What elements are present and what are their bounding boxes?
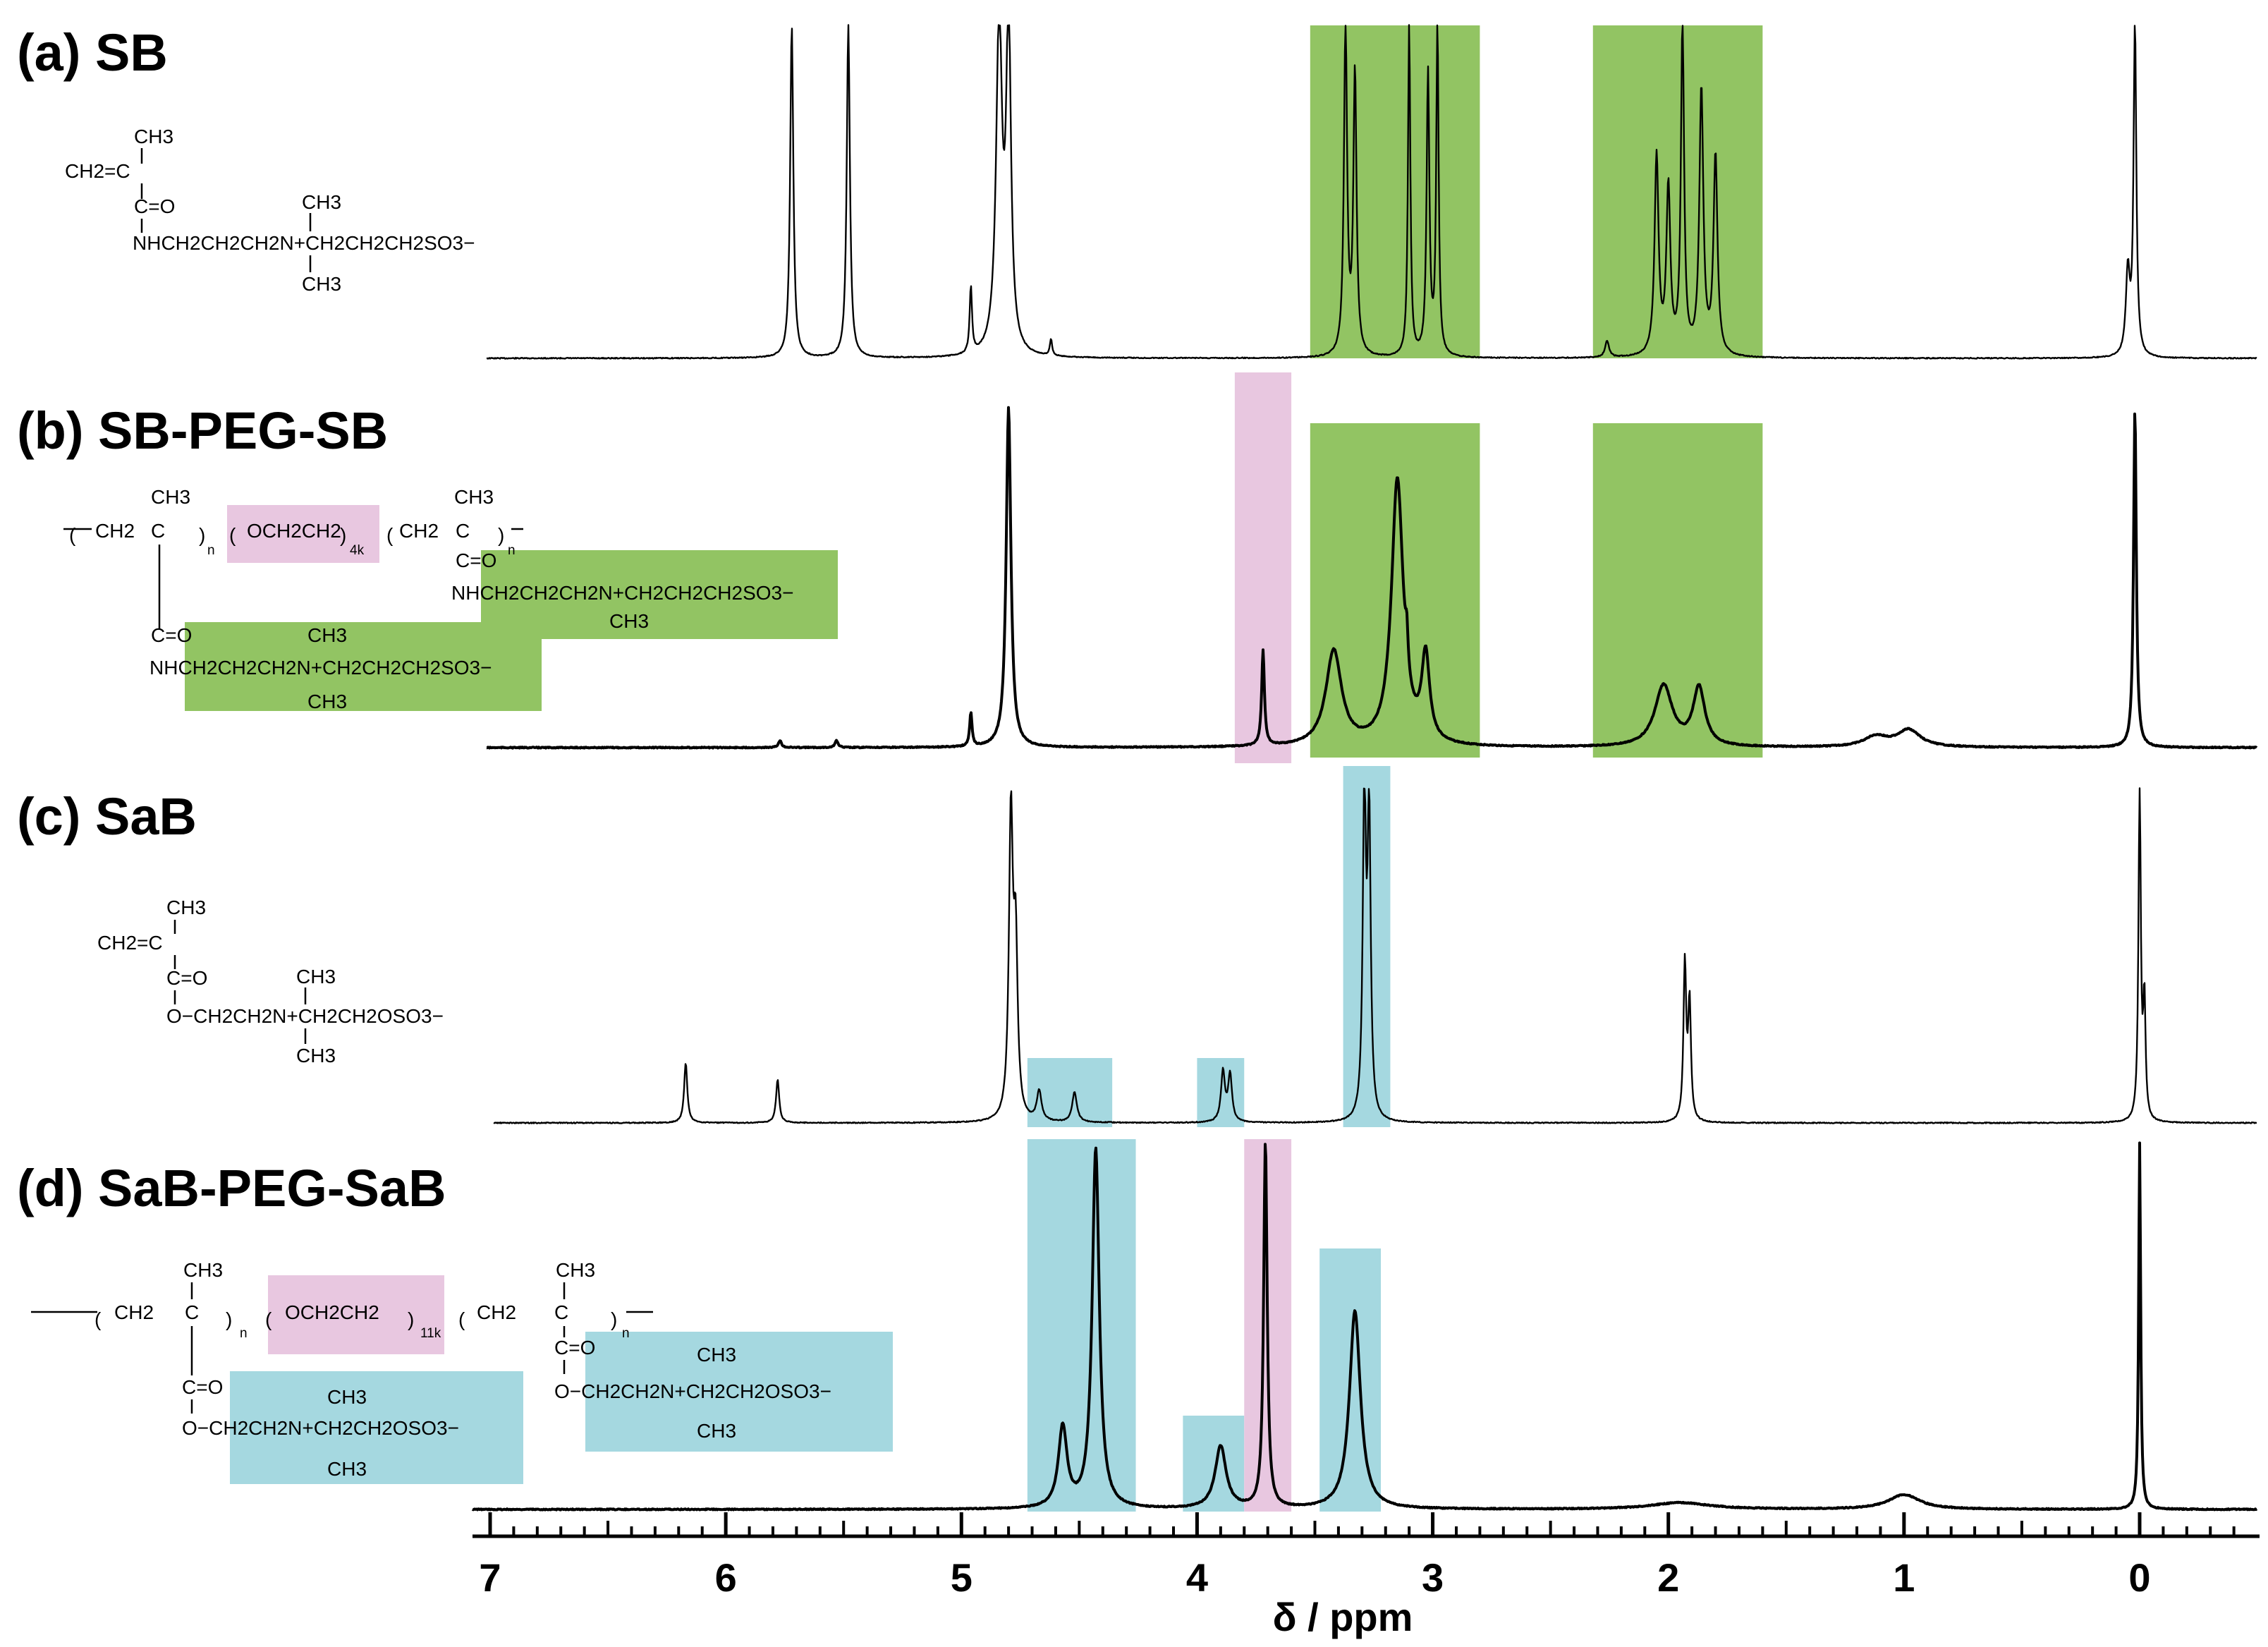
chem-text: CH3	[166, 897, 206, 918]
chem-text: NHCH2CH2CH2N+CH2CH2CH2SO3−	[133, 232, 475, 254]
chem-text: CH2=C	[97, 932, 163, 954]
chem-text: (	[458, 1308, 465, 1330]
chem-text: C=O	[151, 624, 192, 646]
chem-text: (	[229, 524, 236, 546]
sb-highlight	[185, 622, 542, 711]
chem-text: C	[185, 1301, 199, 1323]
chem-text: CH3	[296, 1045, 336, 1066]
x-axis-title: δ / ppm	[1273, 1595, 1413, 1639]
chem-text: NHCH2CH2CH2N+CH2CH2CH2SO3−	[451, 582, 793, 604]
structure-a: CH3 CH2=C C=O NHCH2CH2CH2N+CH2CH2CH2SO3−…	[65, 126, 475, 295]
sab-highlight	[230, 1371, 523, 1484]
structure-c: CH3 CH2=C C=O CH3 O−CH2CH2N+CH2CH2OSO3− …	[97, 897, 444, 1066]
chem-text: O−CH2CH2N+CH2CH2OSO3−	[554, 1380, 831, 1402]
spectra-layer	[471, 24, 2258, 1512]
peg-highlight	[268, 1275, 444, 1354]
chem-text: n	[508, 543, 516, 558]
peg-highlight	[227, 505, 379, 563]
chem-text: CH3	[307, 691, 347, 712]
chem-text: CH3	[296, 966, 336, 987]
chem-text: C	[554, 1301, 568, 1323]
chem-text: NHCH2CH2CH2N+CH2CH2CH2SO3−	[150, 657, 492, 679]
chem-text: O−CH2CH2N+CH2CH2OSO3−	[166, 1005, 444, 1027]
chem-text: (	[94, 1308, 102, 1330]
x-tick-label: 6	[715, 1555, 737, 1600]
spectrum-c	[493, 787, 2257, 1124]
highlight-band-blue	[1343, 766, 1391, 1127]
chem-text: C	[456, 520, 470, 542]
chem-text: CH3	[697, 1420, 736, 1442]
chem-text: )	[226, 1308, 232, 1330]
highlight-band-pink	[1234, 372, 1292, 763]
chem-text: CH2=C	[65, 160, 130, 182]
chem-text: C=O	[456, 549, 496, 571]
panel-a-label: (a) SB	[17, 23, 168, 82]
chem-text: C=O	[134, 195, 175, 217]
chem-text: (	[69, 524, 76, 546]
chem-text: CH2	[477, 1301, 516, 1323]
chem-text: n	[240, 1326, 248, 1341]
highlight-band-green	[1592, 423, 1763, 758]
chem-text: C=O	[554, 1337, 595, 1359]
panel-c-label: (c) SaB	[17, 787, 197, 846]
chem-text: C=O	[182, 1376, 223, 1398]
panel-b-label: (b) SB-PEG-SB	[17, 401, 388, 460]
chem-text: )	[498, 524, 504, 546]
chem-text: CH3	[556, 1259, 595, 1281]
x-tick-label: 1	[1893, 1555, 1915, 1600]
chem-text: )	[340, 524, 346, 546]
x-tick-label: 0	[2128, 1555, 2150, 1600]
spectrum-b	[486, 406, 2258, 750]
x-tick-label: 7	[479, 1555, 501, 1600]
x-tick-label: 3	[1422, 1555, 1444, 1600]
chem-text: (	[265, 1308, 272, 1330]
chem-text: CH3	[697, 1344, 736, 1366]
chem-text: 11k	[420, 1326, 441, 1341]
chem-text: OCH2CH2	[247, 520, 341, 542]
x-tick-label: 4	[1186, 1555, 1208, 1600]
highlight-band-green	[1310, 25, 1480, 358]
chem-text: CH3	[327, 1386, 367, 1408]
chem-text: )	[611, 1308, 617, 1330]
x-tick-label: 2	[1657, 1555, 1679, 1600]
spectrum-a	[486, 24, 2257, 360]
chem-text: (	[386, 524, 394, 546]
x-axis-ticks: 7 6 5 4 3 2 1 0	[479, 1512, 2236, 1600]
chem-text: )	[199, 524, 205, 546]
chem-text: CH3	[307, 624, 347, 646]
chem-text: CH3	[302, 191, 341, 213]
chem-text: CH3	[151, 486, 190, 508]
structure-b: ( CH3 CH2 C ) n ( OCH2CH2 ) 4k ( CH3 CH2…	[63, 486, 838, 712]
sab-highlight	[585, 1332, 893, 1452]
chem-text: CH2	[95, 520, 135, 542]
chem-text: n	[207, 543, 215, 558]
highlight-band-blue	[1027, 1139, 1136, 1512]
chem-text: )	[408, 1308, 414, 1330]
chem-text: n	[622, 1326, 630, 1341]
highlight-layer	[1027, 25, 1763, 1512]
chem-text: CH2	[114, 1301, 154, 1323]
highlight-band-green	[1310, 423, 1480, 758]
chem-text: C=O	[166, 967, 207, 989]
chem-text: CH2	[399, 520, 439, 542]
chem-text: OCH2CH2	[285, 1301, 379, 1323]
chem-text: CH3	[327, 1458, 367, 1480]
structure-d: ( CH3 CH2 C ) n ( OCH2CH2 ) 11k ( CH2 C …	[31, 1259, 893, 1484]
chem-text: 4k	[350, 543, 365, 558]
chem-text: C	[151, 520, 165, 542]
chem-text: CH3	[609, 610, 649, 632]
highlight-band-green	[1592, 25, 1763, 358]
chem-text: O−CH2CH2N+CH2CH2OSO3−	[182, 1417, 459, 1439]
chem-text: CH3	[183, 1259, 223, 1281]
chem-text: CH3	[454, 486, 494, 508]
chem-text: CH3	[134, 126, 173, 147]
panel-d-label: (d) SaB-PEG-SaB	[17, 1159, 446, 1217]
spectrum-d	[471, 1141, 2258, 1512]
chem-text: CH3	[302, 273, 341, 295]
x-tick-label: 5	[951, 1555, 973, 1600]
